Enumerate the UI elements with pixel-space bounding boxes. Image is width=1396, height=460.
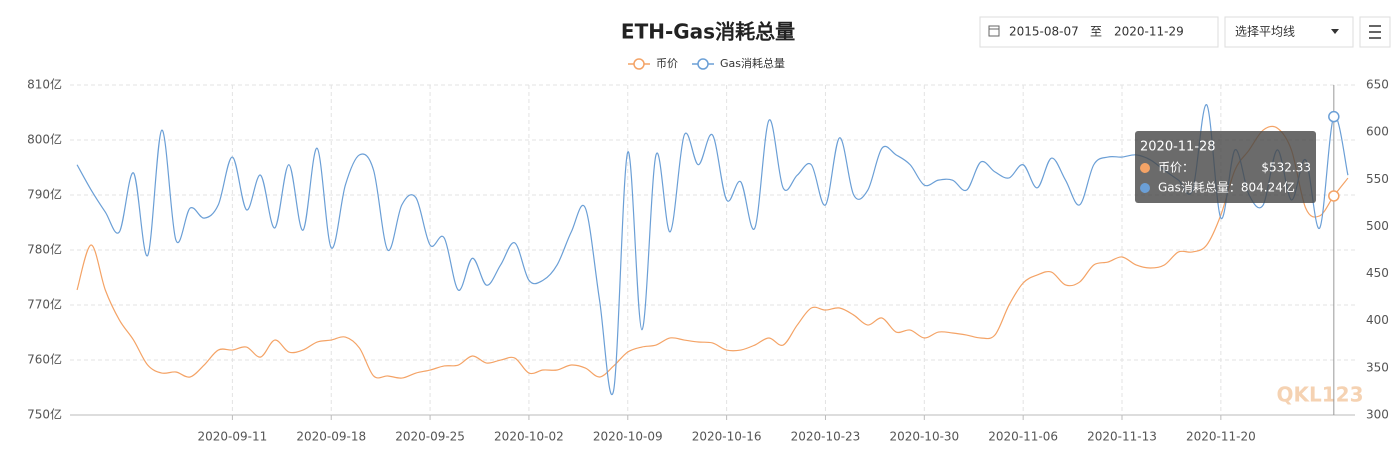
x-tick-label: 2020-10-09 bbox=[593, 430, 663, 444]
tooltip-box bbox=[1135, 131, 1316, 203]
date-box[interactable] bbox=[979, 16, 1219, 48]
y2-tick-label: 550 bbox=[1366, 172, 1389, 186]
range-word: 至 bbox=[1090, 25, 1102, 39]
y-tick-label: 800亿 bbox=[27, 132, 62, 147]
y-tick-label: 760亿 bbox=[27, 352, 62, 367]
select-arrow bbox=[1331, 29, 1339, 34]
y2-tick-label: 600 bbox=[1366, 125, 1389, 139]
y-tick-label: 810亿 bbox=[27, 77, 62, 92]
legend-label: 币价 bbox=[656, 57, 678, 70]
start-date[interactable]: 2015-08-07 bbox=[1009, 25, 1079, 39]
legend-label: Gas消耗总量 bbox=[720, 56, 785, 70]
tooltip-label: 币价： bbox=[1158, 161, 1194, 175]
select-box[interactable] bbox=[1224, 16, 1354, 48]
series-line bbox=[76, 125, 1349, 379]
x-tick-label: 2020-10-02 bbox=[494, 430, 564, 444]
end-date[interactable]: 2020-11-29 bbox=[1114, 25, 1184, 39]
tooltip-title: 2020-11-28 bbox=[1140, 140, 1216, 155]
hover-point bbox=[1328, 190, 1340, 202]
x-tick-label: 2020-09-25 bbox=[395, 430, 465, 444]
tooltip-dot bbox=[1140, 183, 1150, 193]
x-tick-label: 2020-11-20 bbox=[1186, 430, 1256, 444]
y-tick-label: 790亿 bbox=[27, 187, 62, 202]
menu-icon bbox=[1369, 25, 1381, 39]
y2-tick-label: 450 bbox=[1366, 266, 1389, 280]
legend-marker bbox=[697, 58, 709, 70]
y2-tick-label: 300 bbox=[1366, 408, 1389, 422]
y2-tick-label: 400 bbox=[1366, 313, 1389, 327]
x-tick-label: 2020-09-18 bbox=[296, 430, 366, 444]
chart-title: ETH-Gas消耗总量 bbox=[621, 20, 795, 44]
x-tick-label: 2020-11-06 bbox=[988, 430, 1058, 444]
tooltip-label: Gas消耗总量： bbox=[1158, 181, 1241, 195]
x-tick-label: 2020-10-16 bbox=[692, 430, 762, 444]
y2-tick-label: 500 bbox=[1366, 219, 1389, 233]
x-tick-label: 2020-10-23 bbox=[791, 430, 861, 444]
tooltip-value: $532.33 bbox=[1261, 161, 1311, 175]
x-tick-label: 2020-09-11 bbox=[198, 430, 268, 444]
y-tick-label: 750亿 bbox=[27, 407, 62, 422]
select-label[interactable]: 选择平均线 bbox=[1235, 25, 1295, 39]
y-tick-label: 780亿 bbox=[27, 242, 62, 257]
date-range[interactable]: 2015-08-07 至 2020-11-29 bbox=[979, 16, 1219, 48]
tooltip-value: 804.24亿 bbox=[1241, 180, 1295, 195]
y-tick-label: 770亿 bbox=[27, 297, 62, 312]
x-tick-label: 2020-11-13 bbox=[1087, 430, 1157, 444]
tooltip-dot bbox=[1140, 163, 1150, 173]
x-tick-label: 2020-10-30 bbox=[889, 430, 959, 444]
hover-point bbox=[1328, 110, 1340, 123]
legend-marker bbox=[633, 58, 645, 70]
y2-tick-label: 650 bbox=[1366, 78, 1389, 92]
calendar-icon bbox=[988, 25, 1000, 37]
watermark: QKL123 bbox=[1277, 383, 1364, 407]
tooltip: 2020-11-28 币价： $532.33 Gas消耗总量： 804.24亿 bbox=[1135, 131, 1316, 203]
y2-tick-label: 350 bbox=[1366, 360, 1389, 374]
